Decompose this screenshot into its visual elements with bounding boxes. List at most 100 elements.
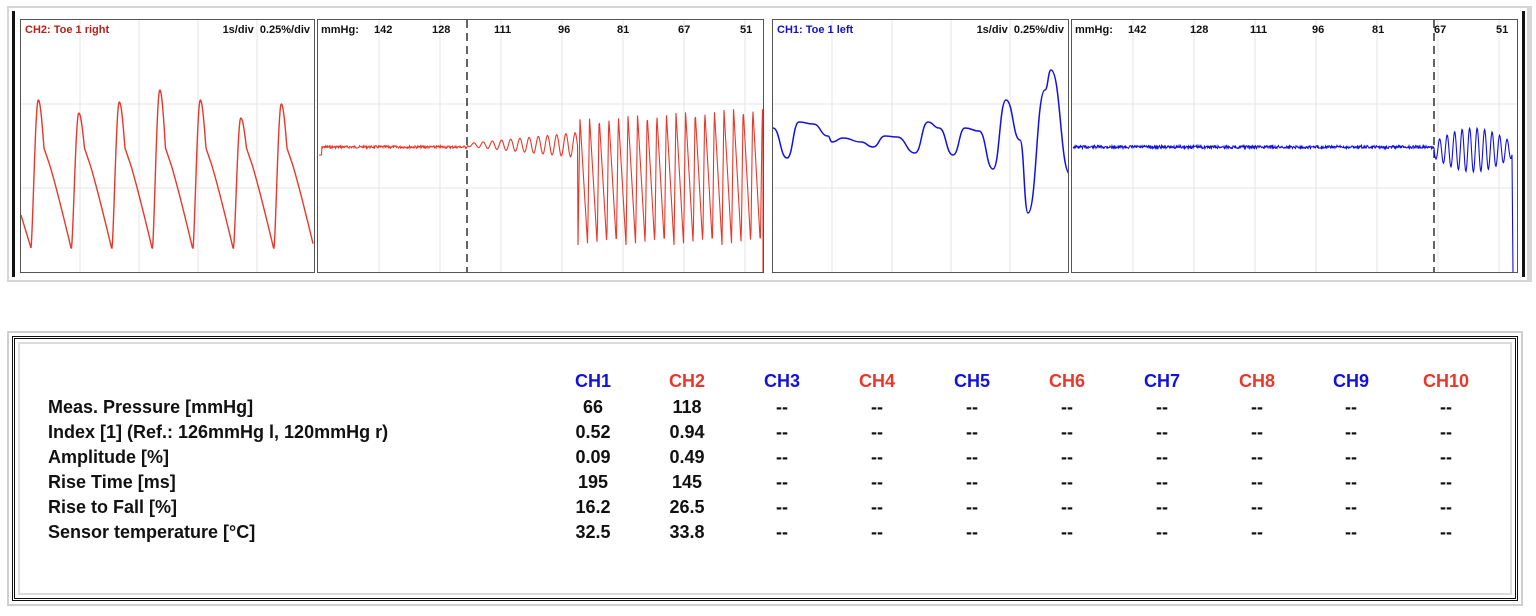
ch2-live-waveform-plot — [21, 20, 314, 272]
ch1-tick: 128 — [1190, 24, 1209, 36]
table-cell: 0.94 — [669, 422, 705, 442]
table-cell: -- — [966, 447, 978, 467]
table-cell: -- — [1061, 497, 1073, 517]
table-cell: -- — [1251, 397, 1263, 417]
row-label: Amplitude [%] — [48, 447, 169, 467]
table-cell: -- — [1440, 472, 1452, 492]
channel-header-ch10: CH10 — [1422, 371, 1470, 391]
table-cell: -- — [966, 497, 978, 517]
ch2-live-title: CH2: Toe 1 right — [25, 24, 110, 36]
table-cell: -- — [871, 497, 883, 517]
ch1-live-scale: 1s/div 0.25%/div — [976, 24, 1064, 36]
table-cell: -- — [966, 522, 978, 542]
table-cell: -- — [966, 472, 978, 492]
ch2-deflation-panel: mmHg: 142 128 111 96 81 67 51 — [317, 19, 764, 273]
table-cell: -- — [1251, 472, 1263, 492]
ch1-tick: 96 — [1312, 24, 1325, 36]
ch1-deflation-plot — [1072, 20, 1517, 272]
table-cell: -- — [1440, 522, 1452, 542]
ch2-tick: 111 — [494, 24, 512, 36]
ch2-tick: 81 — [617, 24, 630, 36]
ch1-axis-label: mmHg: — [1075, 24, 1113, 36]
table-cell: -- — [966, 397, 978, 417]
table-cell: -- — [1440, 397, 1452, 417]
table-cell: -- — [1251, 422, 1263, 442]
results-table-frame: CH1 CH2 CH3 CH4 CH5 CH6 CH7 CH8 CH9 CH10… — [7, 331, 1523, 606]
ch2-live-scale: 1s/div 0.25%/div — [222, 24, 310, 36]
table-cell: -- — [1061, 472, 1073, 492]
row-label: Rise Time [ms] — [48, 472, 176, 492]
table-cell: -- — [1156, 472, 1168, 492]
table-cell: -- — [776, 447, 788, 467]
table-cell: -- — [1345, 397, 1357, 417]
table-cell: -- — [871, 522, 883, 542]
ch2-tick: 51 — [740, 24, 753, 36]
table-cell: -- — [1156, 522, 1168, 542]
channel-header-ch1: CH1 — [574, 371, 611, 391]
channel-header-ch4: CH4 — [858, 371, 895, 391]
row-label: Sensor temperature [°C] — [48, 522, 256, 542]
table-cell: -- — [1061, 397, 1073, 417]
waveform-strip: CH2: Toe 1 right 1s/div 0.25%/div mmHg: … — [7, 6, 1532, 282]
ch2-tick: 142 — [374, 24, 393, 36]
table-cell: -- — [776, 472, 788, 492]
table-cell: -- — [871, 397, 883, 417]
channel-header-ch2: CH2 — [668, 371, 705, 391]
row-label: Meas. Pressure [mmHg] — [48, 397, 254, 417]
table-cell: 0.49 — [669, 447, 705, 467]
table-cell: -- — [1061, 422, 1073, 442]
table-cell: -- — [871, 472, 883, 492]
ch1-tick: 67 — [1434, 24, 1447, 36]
ch1-tick: 81 — [1372, 24, 1385, 36]
ch2-deflation-plot — [318, 20, 763, 272]
channel-header-ch8: CH8 — [1238, 371, 1275, 391]
table-cell: 145 — [671, 472, 703, 492]
table-cell: 0.52 — [575, 422, 611, 442]
table-cell: 118 — [672, 397, 702, 417]
table-cell: 195 — [577, 472, 609, 492]
table-cell: -- — [1156, 422, 1168, 442]
table-cell: -- — [1345, 472, 1357, 492]
table-cell: 32.5 — [575, 522, 611, 542]
ch1-tick: 51 — [1496, 24, 1509, 36]
channel-header-ch7: CH7 — [1143, 371, 1180, 391]
table-cell: 26.5 — [669, 497, 705, 517]
ch2-tick: 96 — [558, 24, 571, 36]
table-cell: -- — [1061, 522, 1073, 542]
ch2-tick: 67 — [678, 24, 691, 36]
table-cell: -- — [1156, 447, 1168, 467]
table-cell: 0.09 — [575, 447, 611, 467]
table-cell: -- — [1440, 447, 1452, 467]
table-cell: -- — [1251, 522, 1263, 542]
results-table: CH1 CH2 CH3 CH4 CH5 CH6 CH7 CH8 CH9 CH10… — [18, 342, 1512, 595]
ch1-tick: 142 — [1128, 24, 1147, 36]
table-cell: 16.2 — [575, 497, 611, 517]
table-cell: -- — [776, 522, 788, 542]
channel-header-ch9: CH9 — [1332, 371, 1369, 391]
table-cell: 33.8 — [669, 522, 705, 542]
table-cell: -- — [1440, 422, 1452, 442]
row-label: Rise to Fall [%] — [48, 497, 178, 517]
ch2-tick: 128 — [432, 24, 451, 36]
table-cell: -- — [1345, 447, 1357, 467]
table-cell: -- — [871, 422, 883, 442]
channel-header-ch6: CH6 — [1048, 371, 1085, 391]
table-cell: -- — [1345, 422, 1357, 442]
table-cell: -- — [1345, 497, 1357, 517]
table-cell: -- — [1345, 522, 1357, 542]
waveform-strip-frame: CH2: Toe 1 right 1s/div 0.25%/div mmHg: … — [12, 11, 1525, 277]
table-cell: -- — [776, 497, 788, 517]
ch1-live-waveform-plot — [773, 20, 1068, 272]
table-cell: -- — [1156, 397, 1168, 417]
row-label: Index [1] (Ref.: 126mmHg l, 120mmHg r) — [48, 422, 389, 442]
ch1-live-title: CH1: Toe 1 left — [777, 24, 854, 36]
ch1-live-waveform-panel: CH1: Toe 1 left 1s/div 0.25%/div — [772, 19, 1069, 273]
channel-header-ch3: CH3 — [763, 371, 800, 391]
table-cell: -- — [1440, 497, 1452, 517]
table-cell: 66 — [582, 397, 604, 417]
table-cell: -- — [1061, 447, 1073, 467]
ch1-deflation-panel: mmHg: 142 128 111 96 81 67 51 — [1071, 19, 1518, 273]
ch1-tick: 111 — [1250, 24, 1268, 36]
table-cell: -- — [966, 422, 978, 442]
table-cell: -- — [1251, 447, 1263, 467]
